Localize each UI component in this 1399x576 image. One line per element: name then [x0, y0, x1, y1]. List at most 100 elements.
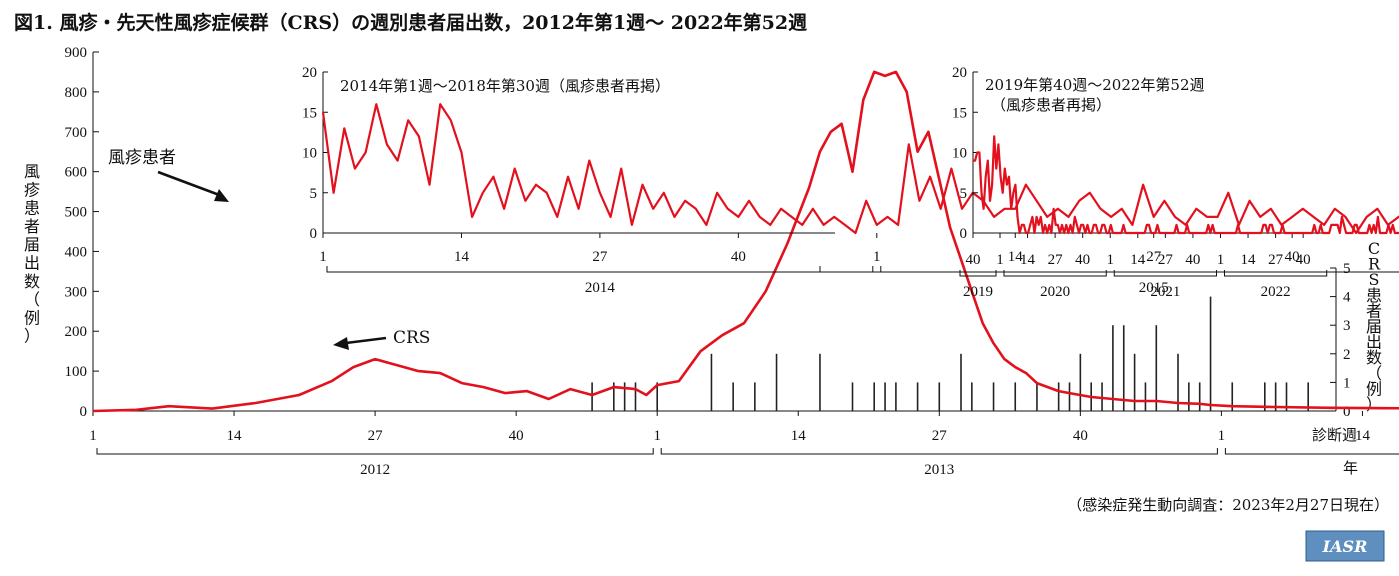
x-tick-label: 1	[89, 428, 97, 444]
year-bracket	[660, 448, 1218, 455]
inset2-title-line1: 2019年第40週～2022年第52週	[985, 76, 1205, 94]
right-y-tick-label: 0	[1343, 404, 1351, 420]
left-y-label-char: 者	[24, 217, 40, 236]
inset1-title: 2014年第1週～2018年第30週（風疹患者再掲）	[340, 77, 670, 95]
year-bracket	[1224, 448, 1399, 455]
right-y-label-char: 数	[1366, 348, 1382, 367]
left-y-tick-label: 300	[65, 284, 88, 300]
year-label: 2013	[924, 462, 954, 478]
right-y-tick-label: 1	[1343, 375, 1351, 391]
left-y-tick-label: 100	[65, 364, 88, 380]
inset1-year-bracket	[326, 266, 874, 273]
left-y-tick-label: 800	[65, 85, 88, 101]
x-tick-label: 27	[932, 428, 948, 444]
left-y-tick-label: 600	[65, 165, 88, 181]
right-y-label-char: 例	[1366, 379, 1382, 398]
inset1-x-tick-label: 27	[592, 249, 608, 265]
left-y-tick-label: 200	[65, 324, 88, 340]
inset2-year-bracket	[1223, 270, 1328, 277]
inset2-year-bracket	[1003, 270, 1107, 277]
inset1-x-tick-label: 14	[1008, 249, 1024, 265]
year-axis-label: 年	[1343, 459, 1358, 477]
right-y-label-char: 患	[1366, 286, 1382, 305]
right-y-label-char: 届	[1366, 317, 1382, 336]
right-y-label-char: （	[1366, 364, 1382, 383]
right-y-label-char: ）	[1366, 395, 1382, 414]
inset2-y-tick-label: 5	[960, 186, 968, 202]
inset2-x-tick-label: 1	[996, 252, 1004, 268]
x-tick-label: 27	[368, 428, 384, 444]
right-y-label-char: S	[1369, 270, 1380, 289]
inset1-y-tick-label: 20	[302, 65, 317, 81]
left-y-label-char: 例	[24, 308, 40, 327]
inset2-year-label: 2021	[1150, 284, 1180, 300]
inset2-y-tick-label: 15	[952, 105, 967, 121]
inset2-rubella-line	[973, 135, 1399, 235]
left-y-label-char: ）	[24, 327, 40, 346]
right-y-label-char: C	[1368, 239, 1380, 258]
inset2-year-label: 2019	[963, 284, 993, 300]
inset2-x-tick-label: 14	[1130, 252, 1146, 268]
inset2-y-tick-label: 10	[952, 146, 967, 162]
left-y-tick-label: 500	[65, 205, 88, 221]
left-y-label-char: 風	[24, 162, 40, 181]
inset1-year-label: 2015	[1139, 280, 1169, 296]
year-label: 2012	[360, 462, 390, 478]
left-y-tick-label: 900	[65, 45, 88, 61]
right-y-tick-label: 5	[1343, 261, 1351, 277]
right-y-label-char: R	[1368, 255, 1381, 274]
crs-annotation: CRS	[393, 328, 430, 348]
right-y-label-char: 者	[1366, 301, 1382, 320]
inset1-y-tick-label: 15	[302, 105, 317, 121]
left-y-label-char: 数	[24, 272, 40, 291]
inset1-x-tick-label: 27	[1146, 249, 1162, 265]
x-tick-label: 14	[791, 428, 807, 444]
inset1-year-label: 2014	[585, 280, 616, 296]
inset1-y-tick-label: 5	[310, 186, 318, 202]
inset1-y-tick-label: 10	[302, 146, 317, 162]
inset1-x-tick-label: 1	[319, 249, 327, 265]
right-y-label-char: 出	[1366, 333, 1382, 352]
right-y-tick-label: 3	[1343, 318, 1351, 334]
inset2-y-tick-label: 0	[960, 226, 968, 242]
inset2-x-tick-label: 1	[1217, 252, 1225, 268]
x-tick-label: 14	[1355, 428, 1371, 444]
x-tick-label: 14	[227, 428, 243, 444]
rubella-line	[92, 70, 1399, 413]
left-y-tick-label: 700	[65, 125, 88, 141]
inset1-rubella-line	[321, 103, 1399, 235]
right-y-tick-label: 2	[1343, 347, 1351, 363]
inset2-x-tick-label: 27	[1268, 252, 1284, 268]
left-y-tick-label: 400	[65, 244, 88, 260]
inset2-x-tick-label: 40	[1185, 252, 1200, 268]
x-tick-label: 40	[509, 428, 524, 444]
inset1-year-bracket	[819, 266, 1399, 273]
right-y-tick-label: 4	[1343, 290, 1351, 306]
inset2-x-tick-label: 40	[1296, 252, 1311, 268]
inset2-year-label: 2022	[1261, 284, 1291, 300]
inset2-year-bracket	[959, 270, 997, 277]
crs-arrow-shaft	[345, 336, 387, 345]
inset2-x-tick-label: 14	[1020, 252, 1036, 268]
x-tick-label: 1	[653, 428, 661, 444]
left-y-label-char: （	[24, 290, 40, 309]
inset2-x-tick-label: 14	[1241, 252, 1257, 268]
iasr-logo: IASR	[1305, 530, 1385, 562]
inset2-y-tick-label: 20	[952, 65, 967, 81]
inset2-year-label: 2020	[1040, 284, 1070, 300]
left-y-label-char: 出	[24, 254, 40, 273]
inset2-year-bracket	[1113, 270, 1217, 277]
inset1-y-tick-label: 0	[310, 226, 318, 242]
x-tick-label: 1	[1218, 428, 1226, 444]
inset2-x-tick-label: 27	[1048, 252, 1064, 268]
inset2-x-tick-label: 1	[1106, 252, 1114, 268]
year-bracket	[96, 448, 654, 455]
crs-arrow-head	[333, 337, 349, 350]
left-y-label-char: 届	[24, 235, 40, 254]
inset1-x-tick-label: 40	[1285, 249, 1300, 265]
inset1-x-tick-label: 14	[454, 249, 470, 265]
inset1-x-tick-label: 40	[731, 249, 746, 265]
source-note: （感染症発生動向調査：2023年2月27日現在）	[1067, 496, 1389, 514]
left-y-label-char: 疹	[24, 180, 40, 199]
